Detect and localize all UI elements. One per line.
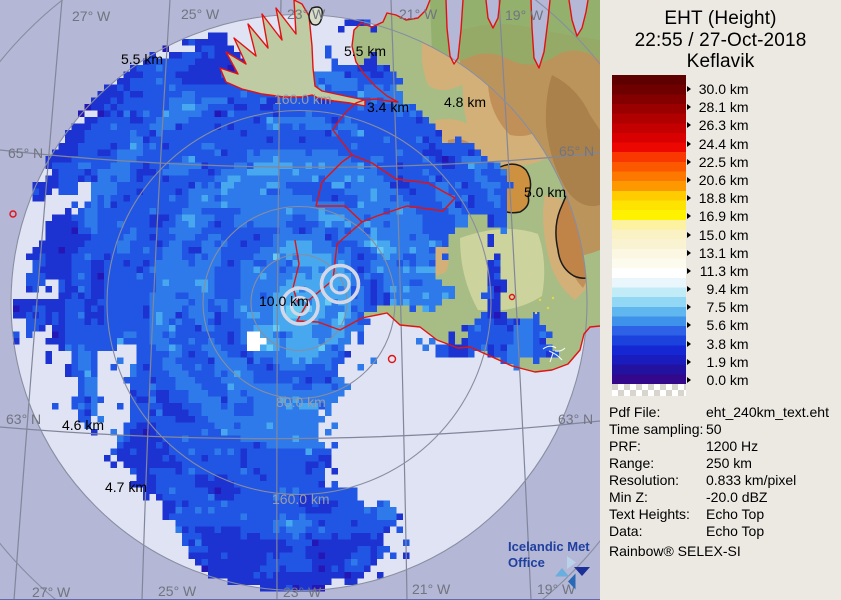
svg-text:19° W: 19° W <box>537 581 576 597</box>
svg-text:23° W: 23° W <box>283 584 322 600</box>
svg-text:10.0 km: 10.0 km <box>259 293 309 309</box>
svg-text:65° N: 65° N <box>8 145 43 161</box>
svg-text:27° W: 27° W <box>72 8 111 24</box>
svg-text:3.4 km: 3.4 km <box>367 99 409 115</box>
svg-text:21° W: 21° W <box>399 6 438 22</box>
svg-text:5.0 km: 5.0 km <box>524 184 566 200</box>
svg-text:4.6 km: 4.6 km <box>62 417 104 433</box>
svg-text:5.5 km: 5.5 km <box>344 43 386 59</box>
svg-text:80.0 km: 80.0 km <box>276 394 326 410</box>
svg-text:19° W: 19° W <box>505 7 544 23</box>
svg-text:21° W: 21° W <box>412 581 451 597</box>
svg-text:Office: Office <box>508 555 545 570</box>
svg-text:27° W: 27° W <box>32 584 71 600</box>
svg-text:160.0 km: 160.0 km <box>274 91 332 107</box>
svg-text:65° N: 65° N <box>559 143 594 159</box>
svg-text:63° N: 63° N <box>558 411 593 427</box>
svg-text:4.8 km: 4.8 km <box>444 94 486 110</box>
svg-text:23° W: 23° W <box>287 6 326 22</box>
svg-text:25° W: 25° W <box>181 6 220 22</box>
svg-text:160.0 km: 160.0 km <box>272 491 330 507</box>
svg-text:25° W: 25° W <box>158 583 197 599</box>
svg-text:5.5 km: 5.5 km <box>121 51 163 67</box>
svg-text:Icelandic Met: Icelandic Met <box>508 539 590 554</box>
svg-text:63° N: 63° N <box>6 411 41 427</box>
svg-text:4.7 km: 4.7 km <box>105 479 147 495</box>
